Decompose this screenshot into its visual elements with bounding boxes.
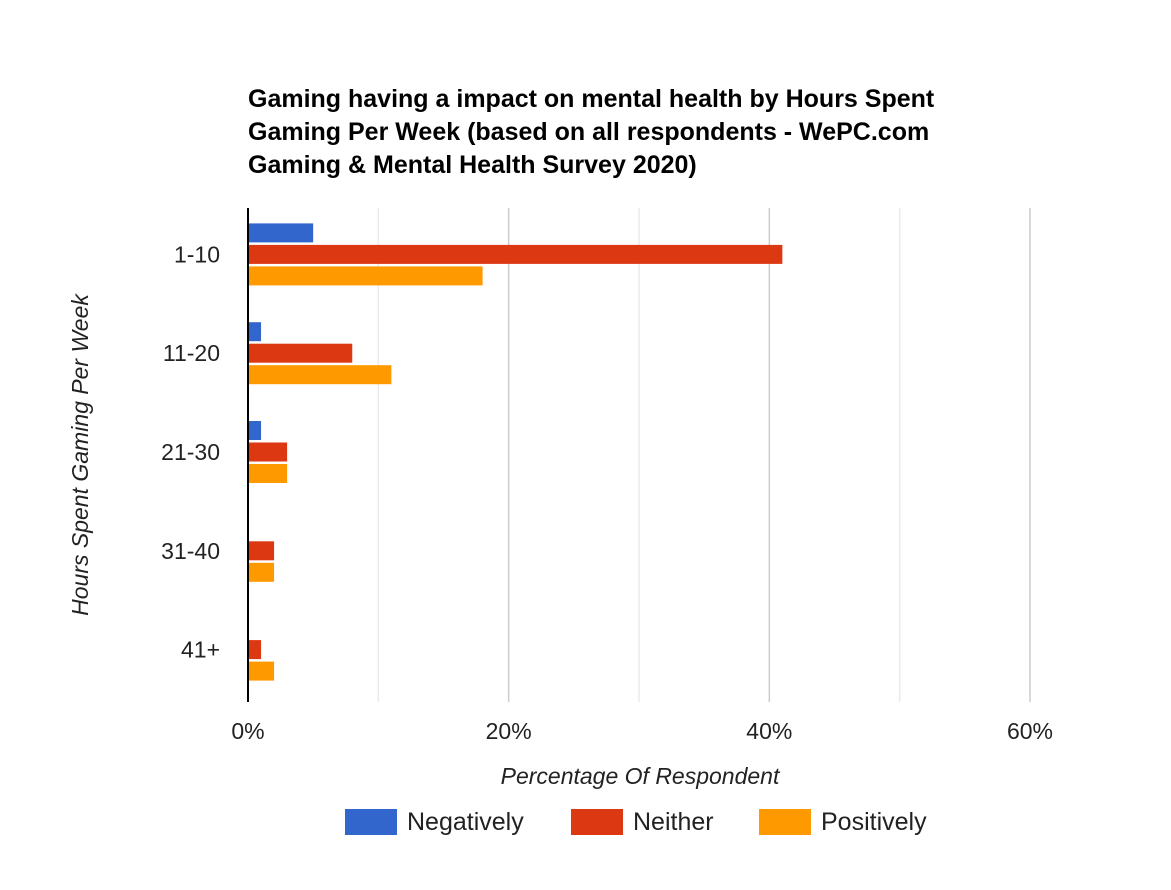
y-tick-label: 41+	[181, 637, 220, 663]
legend-label: Positively	[821, 808, 927, 836]
x-tick-label: 20%	[486, 718, 532, 744]
chart-title: Gaming having a impact on mental health …	[248, 85, 935, 179]
legend-item-negatively: Negatively	[345, 808, 524, 836]
bar-positively-11-20	[248, 365, 392, 385]
bar-negatively-1-10	[248, 223, 314, 243]
bar-positively-41+	[248, 661, 275, 681]
x-tick-label: 40%	[746, 718, 792, 744]
bar-neither-1-10	[248, 244, 783, 264]
bar-positively-21-30	[248, 464, 288, 483]
y-axis-title: Hours Spent Gaming Per Week	[67, 293, 93, 616]
legend-swatch	[759, 809, 811, 835]
bar-positively-31-40	[248, 562, 275, 582]
y-axis-tick-labels: 1-10 11-20 21-30 31-40 41+	[161, 241, 220, 662]
bar-positively-1-10	[248, 266, 483, 286]
legend-swatch	[571, 809, 623, 835]
legend-swatch	[345, 809, 397, 835]
y-tick-label: 31-40	[161, 538, 220, 564]
bars	[248, 223, 783, 681]
legend-label: Neither	[633, 808, 714, 836]
gridlines	[377, 208, 1031, 702]
bar-neither-41+	[248, 640, 262, 660]
x-axis-title: Percentage Of Respondent	[501, 763, 781, 789]
x-tick-label: 60%	[1007, 718, 1053, 744]
chart-title-line-1: Gaming having a impact on mental health …	[248, 85, 935, 113]
bar-neither-11-20	[248, 343, 353, 363]
legend-item-positively: Positively	[759, 808, 927, 836]
bar-negatively-21-30	[248, 421, 262, 440]
chart-title-line-3: Gaming & Mental Health Survey 2020)	[248, 151, 697, 179]
legend-item-neither: Neither	[571, 808, 714, 836]
bar-negatively-11-20	[248, 322, 262, 342]
x-axis-tick-labels: 0% 20% 40% 60%	[231, 718, 1053, 744]
y-tick-label: 21-30	[161, 439, 220, 465]
legend: Negatively Neither Positively	[345, 808, 927, 836]
bar-neither-21-30	[248, 442, 288, 462]
bar-neither-31-40	[248, 541, 275, 561]
chart-title-line-2: Gaming Per Week (based on all respondent…	[248, 118, 929, 146]
x-tick-label: 0%	[231, 718, 264, 744]
legend-label: Negatively	[407, 808, 524, 836]
y-tick-label: 1-10	[174, 241, 220, 267]
y-tick-label: 11-20	[163, 340, 220, 366]
